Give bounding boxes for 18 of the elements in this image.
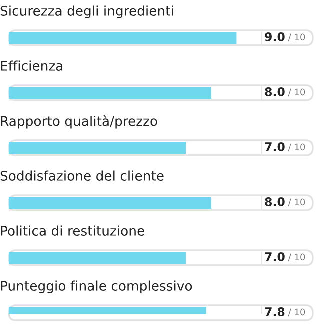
y-tick-label: Efficienza	[1, 60, 63, 71]
y-tick-label: Soddisfazione del cliente	[0, 170, 164, 181]
data-label: 7.0	[265, 142, 285, 152]
text: / 10	[288, 34, 306, 42]
y-tick-label: Rapporto qualità/prezzo	[1, 116, 158, 129]
y-tick-label: Sicurezza degli ingredienti	[0, 6, 174, 19]
data-label: 7.8	[265, 307, 285, 316]
text: / 10	[288, 144, 306, 152]
text: / 10	[288, 254, 306, 262]
data-label: 8.0	[265, 197, 285, 206]
y-tick-label: Punteggio finale complessivo	[1, 280, 192, 294]
y-tick-label: Politica di restituzione	[1, 226, 144, 236]
data-label: 7.0	[265, 252, 285, 262]
text: / 10	[288, 88, 306, 96]
text: / 10	[288, 308, 306, 316]
data-label: 8.0	[265, 87, 285, 96]
data-label: 9.0	[265, 32, 285, 42]
text: / 10	[288, 198, 306, 206]
